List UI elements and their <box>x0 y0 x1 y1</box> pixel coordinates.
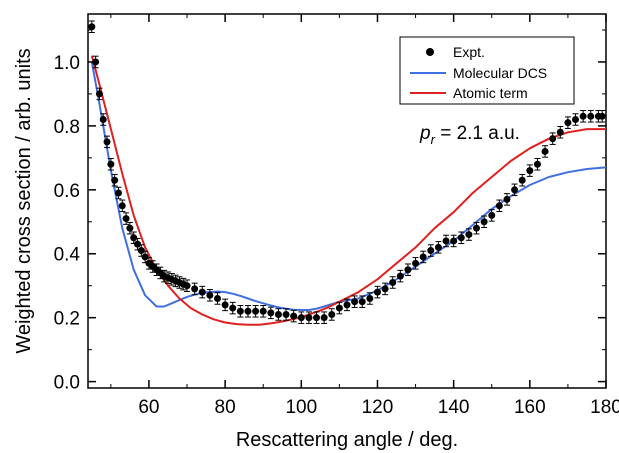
data-point <box>465 231 473 239</box>
data-point <box>103 138 111 146</box>
data-point <box>503 195 511 203</box>
data-point <box>221 301 229 309</box>
x-tick-label: 160 <box>514 397 546 418</box>
legend: Expt. Molecular DCS Atomic term <box>399 36 575 105</box>
data-point <box>126 224 134 232</box>
data-point <box>442 237 450 245</box>
data-point <box>191 285 199 293</box>
data-point <box>99 115 107 123</box>
y-axis-title: Weighted cross section / arb. units <box>13 48 35 353</box>
data-point <box>396 272 404 280</box>
data-point <box>389 279 397 287</box>
data-point <box>313 314 321 322</box>
series-line-molecular-dcs <box>90 61 607 311</box>
legend-marker-expt <box>426 48 434 56</box>
data-point <box>450 237 458 245</box>
data-point <box>556 128 564 136</box>
data-point <box>290 312 298 320</box>
data-point <box>95 90 103 98</box>
data-point <box>541 147 549 155</box>
data-point <box>244 307 252 315</box>
data-point <box>381 285 389 293</box>
pr-subscript: r <box>431 132 436 147</box>
x-tick-label: 100 <box>285 397 317 418</box>
data-point <box>457 234 465 242</box>
data-point <box>598 112 606 120</box>
data-point <box>412 259 420 267</box>
legend-label-molecular: Molecular DCS <box>453 65 547 81</box>
x-tick-label: 180 <box>590 397 619 418</box>
data-point <box>549 135 557 143</box>
plot-layer <box>88 20 607 326</box>
pr-symbol: p <box>419 123 431 144</box>
y-tick-label: 0.0 <box>54 373 80 394</box>
pr-annotation: pr = 2.1 a.u. <box>419 123 520 147</box>
data-point <box>473 224 480 232</box>
x-tick-label: 60 <box>138 397 159 418</box>
x-tick-label: 140 <box>438 397 470 418</box>
plot-frame <box>87 13 607 389</box>
data-point <box>130 234 138 242</box>
data-point <box>320 314 328 322</box>
data-point <box>274 310 282 318</box>
data-point <box>111 176 119 184</box>
data-point <box>526 167 534 175</box>
data-point <box>518 176 526 184</box>
data-point <box>137 247 145 255</box>
data-point <box>198 288 206 296</box>
data-point <box>282 310 290 318</box>
data-point <box>259 307 267 315</box>
y-tick-label: 0.2 <box>54 309 80 330</box>
data-point <box>480 218 488 226</box>
data-point <box>107 160 115 168</box>
data-point <box>366 294 374 302</box>
data-point <box>236 307 244 315</box>
data-point <box>373 288 381 296</box>
data-point <box>141 253 149 261</box>
y-tick-label: 0.8 <box>54 117 80 138</box>
data-point <box>343 301 351 309</box>
data-point <box>214 294 221 302</box>
data-point <box>495 202 503 210</box>
y-tick-label: 1.0 <box>54 53 80 74</box>
data-point <box>572 115 580 123</box>
data-point <box>488 211 496 219</box>
data-point <box>351 298 359 306</box>
data-point <box>114 189 122 197</box>
data-point <box>88 23 96 31</box>
y-tick-label: 0.4 <box>54 245 81 266</box>
data-point <box>122 215 130 223</box>
x-tick-label: 120 <box>362 397 394 418</box>
data-point <box>134 240 142 248</box>
x-axis-title: Rescattering angle / deg. <box>236 429 458 451</box>
data-point <box>404 266 412 274</box>
pr-value: = 2.1 a.u. <box>435 123 520 144</box>
data-point <box>511 186 519 194</box>
data-point <box>427 247 435 255</box>
data-point <box>579 112 587 120</box>
data-point <box>297 314 305 322</box>
data-point <box>252 307 260 315</box>
data-point <box>118 202 126 210</box>
data-point <box>305 314 313 322</box>
data-point <box>434 243 442 251</box>
data-point <box>267 309 275 317</box>
data-point <box>229 304 237 312</box>
data-point <box>564 119 572 127</box>
y-tick-label: 0.6 <box>54 181 80 202</box>
data-point <box>419 253 427 261</box>
data-point <box>328 310 336 318</box>
data-point <box>533 160 541 168</box>
ticks-layer: 60 80 100 120 140 160 180 0.0 0.2 0.4 0.6 0.8 1.0 <box>54 14 619 418</box>
x-tick-label: 80 <box>215 397 236 418</box>
data-point <box>358 298 366 306</box>
data-point <box>206 291 214 299</box>
data-point <box>587 112 595 120</box>
legend-label-atomic: Atomic term <box>453 85 528 101</box>
data-point <box>183 282 191 290</box>
data-point <box>335 304 343 312</box>
legend-label-expt: Expt. <box>453 44 485 60</box>
